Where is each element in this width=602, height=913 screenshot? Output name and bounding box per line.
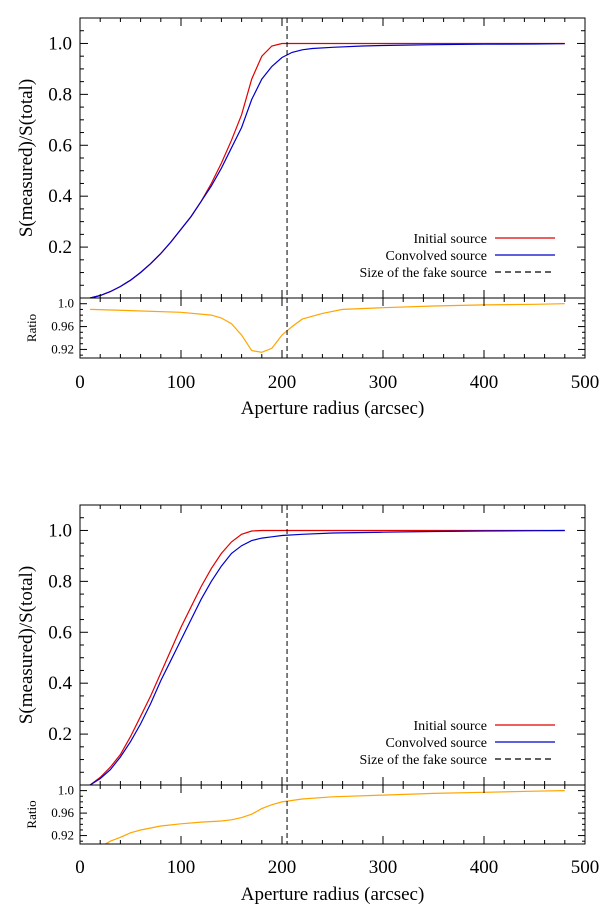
chart1-x-tick-label: 200 bbox=[268, 372, 297, 393]
chart2-y-tick-label: 1.0 bbox=[48, 520, 72, 541]
chart1-ratio-frame bbox=[79, 297, 586, 359]
chart2-ratio-y-tick-label: 1.0 bbox=[58, 783, 74, 798]
chart2-y-axis-title: S(measured)/S(total) bbox=[16, 566, 37, 724]
chart2-legend-label: Initial source bbox=[414, 719, 487, 734]
chart2-x-tick-label: 0 bbox=[75, 857, 85, 878]
chart1-x-tick-label: 100 bbox=[167, 372, 196, 393]
chart2-x-tick-label: 100 bbox=[167, 857, 196, 878]
chart1-y-tick-label: 0.6 bbox=[48, 135, 72, 156]
chart2-x-axis-title: Aperture radius (arcsec) bbox=[241, 884, 425, 905]
chart2-panel bbox=[79, 504, 586, 845]
chart1-ratio-y-tick-label: 1.0 bbox=[58, 296, 74, 311]
chart1-legend-label: Initial source bbox=[414, 232, 487, 247]
chart2-x-tick-label: 500 bbox=[571, 857, 600, 878]
chart2-legend-label: Size of the fake source bbox=[360, 753, 488, 768]
chart2-legend-label: Convolved source bbox=[386, 736, 487, 751]
chart1-x-tick-label: 400 bbox=[470, 372, 499, 393]
chart2-ratio-y-tick-label: 0.92 bbox=[51, 828, 74, 843]
chart1-series-initial-line bbox=[89, 42, 565, 299]
chart1-y-tick-label: 0.2 bbox=[48, 237, 72, 258]
chart1-x-axis-title: Aperture radius (arcsec) bbox=[241, 398, 425, 419]
chart2-y-tick-label: 0.4 bbox=[48, 673, 72, 694]
chart1-y-tick-label: 0.8 bbox=[48, 84, 72, 105]
chart1-ratio-y-tick-label: 0.92 bbox=[51, 341, 74, 356]
chart1-ratio-line bbox=[90, 303, 565, 353]
chart1-panel bbox=[79, 17, 586, 359]
chart2-ratio-line bbox=[105, 790, 565, 845]
chart1-x-tick-label: 500 bbox=[571, 372, 600, 393]
chart2-ratio-y-axis-title: Ratio bbox=[24, 800, 39, 828]
chart2-x-tick-label: 200 bbox=[268, 857, 297, 878]
chart1-main-frame bbox=[79, 17, 586, 299]
chart2-ratio-y-tick-label: 0.96 bbox=[51, 805, 74, 820]
chart1-legend-label: Size of the fake source bbox=[360, 266, 488, 281]
chart1-y-tick-label: 0.4 bbox=[48, 186, 72, 207]
chart2-series-initial-line bbox=[89, 529, 565, 786]
chart1-ratio-y-tick-label: 0.96 bbox=[51, 319, 74, 334]
chart2-y-tick-label: 0.2 bbox=[48, 724, 72, 745]
chart2-main-frame bbox=[79, 504, 586, 786]
chart1-x-tick-label: 300 bbox=[369, 372, 398, 393]
chart1-legend-label: Convolved source bbox=[386, 249, 487, 264]
chart1-y-tick-label: 1.0 bbox=[48, 33, 72, 54]
chart2-x-tick-label: 300 bbox=[369, 857, 398, 878]
chart1-ratio-y-axis-title: Ratio bbox=[24, 314, 39, 342]
chart1-y-axis-title: S(measured)/S(total) bbox=[16, 79, 37, 237]
chart2-x-tick-label: 400 bbox=[470, 857, 499, 878]
chart2-y-tick-label: 0.6 bbox=[48, 622, 72, 643]
chart1-x-tick-label: 0 bbox=[75, 372, 85, 393]
chart1-series-convolved-line bbox=[89, 43, 565, 299]
chart2-series-convolved-line bbox=[89, 529, 565, 786]
chart2-ratio-frame bbox=[79, 784, 586, 845]
chart2-y-tick-label: 0.8 bbox=[48, 571, 72, 592]
